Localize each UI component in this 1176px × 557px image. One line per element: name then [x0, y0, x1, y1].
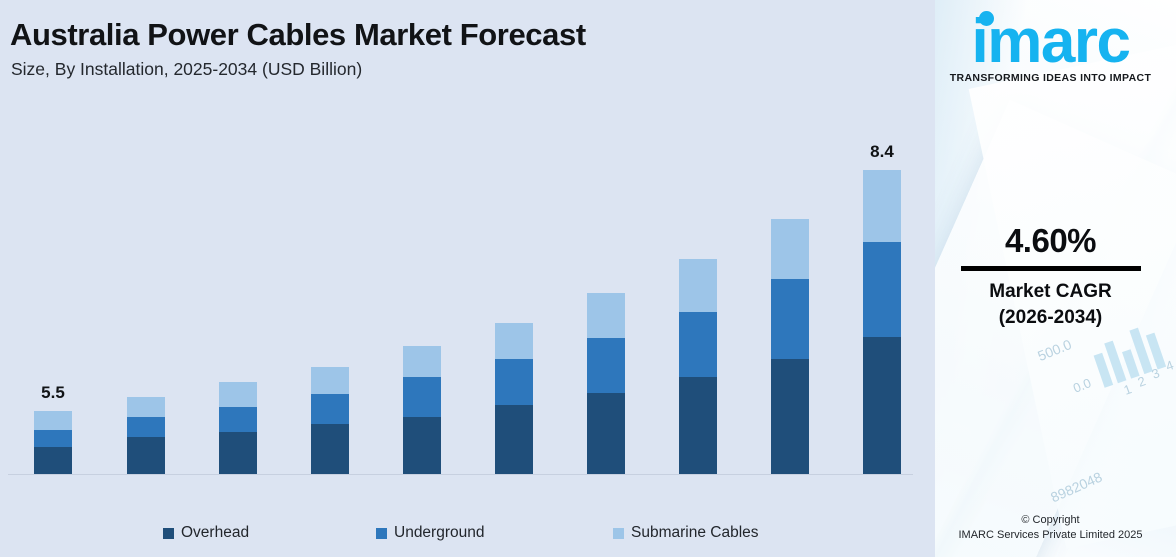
- bar-2028[interactable]: [311, 367, 349, 474]
- bar-2030[interactable]: [495, 323, 533, 474]
- bar-segment-overhead[interactable]: [679, 377, 717, 474]
- bar-segment-submarine[interactable]: [127, 397, 165, 417]
- cagr-label: Market CAGR: [989, 281, 1112, 302]
- bar-segment-underground[interactable]: [127, 417, 165, 437]
- bar-segment-underground[interactable]: [311, 394, 349, 424]
- bar-value-label-2025: 5.5: [41, 383, 65, 402]
- legend-item-1[interactable]: Underground: [376, 524, 484, 542]
- bar-2027[interactable]: [219, 382, 257, 474]
- brand-panel: 500.0 0.0 8982048 1 2 3 4 imarc TRANSFOR…: [925, 0, 1176, 557]
- bar-segment-overhead[interactable]: [863, 337, 901, 474]
- bar-segment-submarine[interactable]: [403, 346, 441, 377]
- bar-2025[interactable]: [34, 411, 72, 474]
- bar-2034[interactable]: [863, 170, 901, 474]
- bar-segment-overhead[interactable]: [403, 417, 441, 474]
- bar-segment-submarine[interactable]: [771, 219, 809, 279]
- cagr-period: (2026-2034): [998, 307, 1103, 328]
- bar-segment-underground[interactable]: [863, 242, 901, 337]
- bar-segment-underground[interactable]: [403, 377, 441, 417]
- bar-2029[interactable]: [403, 346, 441, 474]
- bar-segment-overhead[interactable]: [311, 424, 349, 474]
- legend-label: Submarine Cables: [631, 524, 759, 541]
- bar-segment-overhead[interactable]: [771, 359, 809, 474]
- bar-segment-underground[interactable]: [771, 279, 809, 359]
- bar-segment-underground[interactable]: [679, 312, 717, 377]
- logo-dot-icon: [978, 11, 994, 26]
- bar-segment-submarine[interactable]: [863, 170, 901, 242]
- bar-2032[interactable]: [679, 259, 717, 474]
- brand-panel-left-edge: [925, 0, 935, 557]
- legend-item-0[interactable]: Overhead: [163, 524, 249, 542]
- bar-segment-submarine[interactable]: [34, 411, 72, 430]
- bar-2033[interactable]: [771, 219, 809, 474]
- copyright-line-2: IMARC Services Private Limited 2025: [958, 529, 1143, 541]
- bar-segment-underground[interactable]: [495, 359, 533, 405]
- bar-2031[interactable]: [587, 293, 625, 474]
- logo-wordmark-text: imarc: [971, 7, 1131, 76]
- bar-segment-submarine[interactable]: [311, 367, 349, 394]
- x-axis-line: [8, 474, 913, 475]
- bar-segment-underground[interactable]: [34, 430, 72, 447]
- bar-segment-submarine[interactable]: [587, 293, 625, 338]
- legend-swatch-icon: [613, 527, 624, 539]
- brand-background-photo: 500.0 0.0 8982048 1 2 3 4: [925, 0, 1176, 557]
- bar-segment-submarine[interactable]: [219, 382, 257, 407]
- cagr-divider: [960, 266, 1141, 271]
- bar-segment-overhead[interactable]: [127, 437, 165, 474]
- page-subtitle: Size, By Installation, 2025-2034 (USD Bi…: [11, 59, 363, 79]
- cagr-callout: 4.60% Market CAGR (2026-2034): [925, 222, 1176, 331]
- cagr-value: 4.60%: [1004, 222, 1097, 259]
- copyright-line-1: © Copyright: [1021, 514, 1080, 526]
- bar-value-label-2034: 8.4: [870, 142, 894, 161]
- bar-segment-overhead[interactable]: [587, 393, 625, 474]
- stacked-bar-chart: 5.58.4 202520262027202820292030203120322…: [0, 130, 925, 475]
- bar-segment-submarine[interactable]: [679, 259, 717, 312]
- legend-label: Overhead: [181, 524, 250, 541]
- logo-wordmark-label: imarc: [971, 7, 1131, 76]
- legend-swatch-icon: [163, 527, 174, 539]
- legend-label: Underground: [394, 524, 485, 541]
- bar-segment-submarine[interactable]: [495, 323, 533, 359]
- legend-item-2[interactable]: Submarine Cables: [613, 524, 759, 542]
- chart-legend: Overhead Underground Submarine Cables: [0, 524, 925, 554]
- imarc-logo: imarc TRANSFORMING IDEAS INTO IMPACT: [925, 7, 1176, 85]
- logo-tagline: TRANSFORMING IDEAS INTO IMPACT: [949, 72, 1152, 84]
- legend-swatch-icon: [376, 527, 387, 539]
- bar-2026[interactable]: [127, 397, 165, 474]
- bar-segment-overhead[interactable]: [495, 405, 533, 474]
- page-title: Australia Power Cables Market Forecast: [10, 17, 586, 52]
- chart-panel: Australia Power Cables Market Forecast S…: [0, 17, 925, 554]
- bar-segment-overhead[interactable]: [34, 447, 72, 474]
- bar-segment-overhead[interactable]: [219, 432, 257, 474]
- bar-segment-underground[interactable]: [587, 338, 625, 393]
- copyright-notice: © Copyright IMARC Services Private Limit…: [925, 513, 1176, 543]
- bar-segment-underground[interactable]: [219, 407, 257, 432]
